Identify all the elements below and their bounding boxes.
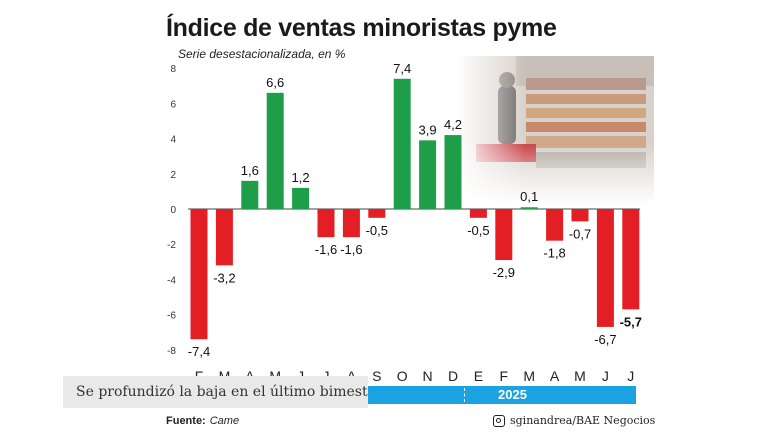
x-category-label: E: [474, 368, 483, 384]
bar-value-label: -0,5: [467, 223, 489, 238]
x-category-label: A: [550, 368, 560, 384]
caption-box: Se profundizó la baja en el último bimes…: [63, 376, 383, 408]
x-category-label: M: [523, 368, 535, 384]
y-tick-label: -2: [167, 240, 176, 251]
y-tick-label: 8: [170, 64, 176, 75]
bar: [368, 209, 386, 218]
y-tick-label: 0: [170, 205, 176, 216]
x-category-label: F: [500, 368, 509, 384]
x-category-label: O: [397, 368, 408, 384]
bar: [546, 209, 564, 241]
bar-value-label: -3,2: [213, 270, 235, 285]
source-label: Fuente:: [166, 415, 206, 427]
year-divider: [464, 388, 465, 402]
instagram-icon: [493, 414, 505, 427]
bar-value-label: 7,4: [393, 61, 411, 76]
x-category-label: S: [372, 368, 381, 384]
bar-value-label: 1,6: [241, 163, 259, 178]
x-category-label: J: [627, 368, 634, 384]
chart-title: Índice de ventas minoristas pyme: [166, 14, 557, 42]
bar: [469, 209, 487, 218]
bar-value-label: -1,8: [543, 246, 565, 261]
bar-value-label: 4,2: [444, 117, 462, 132]
bar: [571, 209, 589, 222]
year-label: 2025: [498, 387, 527, 402]
x-category-label: M: [574, 368, 586, 384]
x-category-label: N: [423, 368, 433, 384]
y-tick-label: -8: [167, 346, 176, 357]
bar: [596, 209, 614, 327]
credit-text: sginandrea/BAE Negocios: [510, 414, 656, 427]
bar-value-label: 0,1: [520, 189, 538, 204]
bar-value-label: -2,9: [493, 265, 515, 280]
bars: [190, 78, 640, 340]
x-category-label: J: [602, 368, 609, 384]
source-line: Fuente: Came: [166, 415, 239, 427]
y-axis-ticks: 8 6 4 2 0 -2 -4 -6 -8: [167, 64, 176, 357]
bar-value-label: 6,6: [266, 75, 284, 90]
bar: [393, 78, 411, 209]
bar-value-label: 3,9: [419, 122, 437, 137]
bar: [266, 92, 284, 209]
year-band: [368, 386, 636, 404]
source-value: Came: [209, 415, 240, 427]
bar: [241, 180, 259, 209]
caption-text: Se profundizó la baja en el último bimes…: [76, 384, 383, 400]
chart-subtitle: Serie desestacionalizada, en %: [178, 47, 346, 61]
bar: [342, 209, 360, 238]
bar-value-label: -0,7: [569, 226, 591, 241]
bar: [190, 209, 208, 340]
bar: [317, 209, 335, 238]
value-labels: -7,4 -3,2 1,6 6,6 1,2 -1,6 -1,6 -0,5 7,4 3,9 4,2 -0…: [188, 61, 642, 359]
y-tick-label: -6: [167, 311, 176, 322]
y-tick-label: 6: [170, 99, 176, 110]
y-tick-label: 2: [170, 170, 176, 181]
bar-value-label: 1,2: [292, 170, 310, 185]
x-category-label: D: [448, 368, 458, 384]
bar-value-label: -7,4: [188, 344, 210, 359]
bar-value-label: -1,6: [315, 242, 337, 257]
bar-value-label: -5,7: [620, 314, 642, 329]
y-tick-label: 4: [170, 135, 176, 146]
bar: [520, 207, 538, 209]
bar-value-label: -0,5: [366, 223, 388, 238]
bar: [419, 140, 437, 209]
y-tick-label: -4: [167, 275, 176, 286]
bar: [444, 135, 462, 209]
bar-value-label: -1,6: [340, 242, 362, 257]
bar: [292, 187, 310, 209]
supermarket-photo: [456, 56, 654, 204]
bar: [495, 209, 513, 261]
bar: [215, 209, 233, 266]
bar: [622, 209, 640, 310]
bar-value-label: -6,7: [594, 332, 616, 347]
credit-line: sginandrea/BAE Negocios: [493, 414, 655, 427]
